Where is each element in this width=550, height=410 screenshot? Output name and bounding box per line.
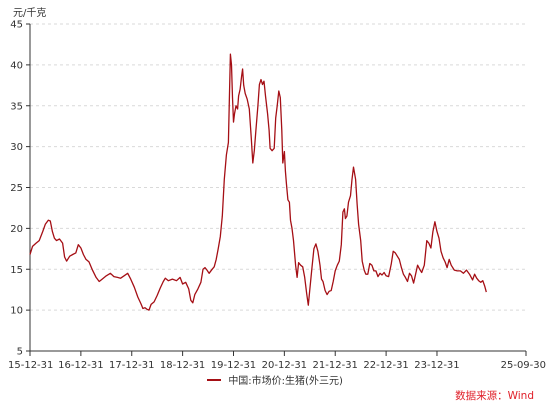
gridlines (30, 23, 526, 311)
y-tick-label-20: 20 (10, 224, 23, 235)
y-tick-label-45: 45 (10, 20, 23, 31)
y-tick-label-5: 5 (17, 347, 23, 358)
y-tick-label-25: 25 (10, 183, 23, 194)
axes: 5 10 15 20 25 30 35 40 45 15-12-31 16-12-31 17-12-3… (8, 20, 546, 372)
y-tick-label-10: 10 (10, 306, 23, 317)
x-tick-label-6: 21-12-31 (313, 360, 358, 371)
x-tick-label-1: 16-12-31 (58, 360, 103, 371)
x-tick-label-9: 25-09-30 (501, 360, 546, 371)
series-layer (29, 53, 487, 311)
y-tick-label-30: 30 (10, 142, 23, 153)
y-axis-unit-label: 元/千克 (13, 8, 47, 19)
legend: 中国:市场价:生猪(外三元) (0, 372, 550, 387)
y-tick-label-40: 40 (10, 60, 23, 71)
x-tick-label-2: 17-12-31 (109, 360, 154, 371)
x-tick-label-4: 19-12-31 (211, 360, 256, 371)
series-line-0 (29, 53, 487, 311)
y-tick-label-35: 35 (10, 101, 23, 112)
x-tick-label-3: 18-12-31 (160, 360, 205, 371)
source-note: 数据来源：Wind (455, 390, 534, 402)
x-tick-label-8: 23-12-31 (414, 360, 459, 371)
x-tick-label-0: 15-12-31 (8, 360, 53, 371)
x-tick-label-5: 20-12-31 (262, 360, 307, 371)
legend-swatch (207, 379, 222, 381)
y-tick-label-15: 15 (10, 265, 23, 276)
legend-label: 中国:市场价:生猪(外三元) (228, 376, 343, 387)
x-tick-label-7: 22-12-31 (363, 360, 408, 371)
